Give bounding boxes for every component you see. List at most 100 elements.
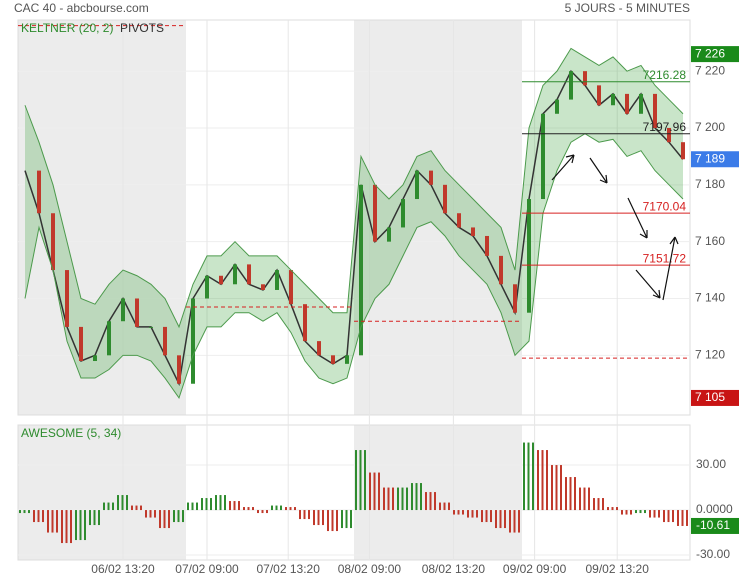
- candle: [233, 264, 237, 285]
- ao-bar: [252, 507, 254, 511]
- price-badge: [691, 151, 739, 168]
- candle: [513, 284, 517, 313]
- ao-bar: [117, 495, 119, 511]
- ao-bar: [597, 498, 600, 511]
- ao-bar: [182, 510, 184, 523]
- candle: [205, 275, 209, 299]
- y-tick-label: 30.00: [696, 457, 726, 471]
- ao-bar: [135, 505, 138, 511]
- candle: [345, 355, 349, 364]
- ao-bar: [28, 510, 30, 514]
- ao-bar: [275, 505, 278, 511]
- ao-bar: [299, 510, 301, 520]
- ao-bar: [555, 465, 558, 511]
- candle: [625, 93, 629, 114]
- ao-bar: [121, 495, 124, 511]
- candle: [597, 85, 601, 106]
- ao-bar: [191, 502, 194, 511]
- ao-bar: [485, 510, 488, 523]
- indicator-title: AWESOME (5, 34): [21, 426, 121, 440]
- frame: [17, 424, 691, 561]
- y-tick-label: 7 140: [695, 291, 725, 305]
- ao-bar: [280, 505, 282, 511]
- level-label: 7197.96: [643, 120, 687, 134]
- arrows: [551, 154, 679, 301]
- level-label: 7170.04: [643, 199, 687, 213]
- ao-bar: [37, 510, 40, 523]
- ao-bar: [621, 510, 623, 515]
- ao-bar: [560, 465, 562, 511]
- value-badge: [691, 517, 739, 534]
- ao-bar: [509, 510, 511, 533]
- ao-bar: [397, 487, 399, 511]
- ao-bar: [289, 507, 292, 511]
- ao-bar: [303, 510, 306, 520]
- ao-bar: [313, 510, 315, 526]
- ao-bar: [593, 498, 595, 511]
- ao-bar: [149, 510, 152, 518]
- ao-bar: [635, 510, 637, 514]
- ao-bar: [112, 502, 114, 511]
- ao-bar: [481, 510, 483, 523]
- candle: [37, 170, 41, 214]
- ao-bar: [355, 450, 357, 511]
- ao-bar: [686, 510, 688, 526]
- candle: [471, 227, 475, 236]
- keltner-band: [25, 48, 683, 398]
- ao-bar: [565, 477, 567, 511]
- ao-bar: [271, 505, 273, 511]
- ao-bar: [677, 510, 679, 526]
- ao-bar: [611, 507, 614, 511]
- ao-bar: [98, 510, 100, 526]
- period: 5 JOURS - 5 MINUTES: [565, 1, 690, 15]
- ao-bar: [33, 510, 35, 523]
- candle: [639, 93, 643, 114]
- ao-bar: [126, 495, 128, 511]
- x-tick-label: 07/02 13:20: [256, 562, 320, 576]
- candle: [303, 304, 307, 342]
- candle: [555, 99, 559, 114]
- ao-bar: [401, 487, 404, 511]
- price-line: [24, 69, 684, 387]
- x-tick-label: 08/02 09:00: [338, 562, 402, 576]
- ao-bar: [224, 495, 226, 511]
- ao-bar: [434, 492, 436, 511]
- ao-bar: [378, 472, 380, 511]
- ao-bar: [527, 442, 530, 511]
- ao-bar: [392, 487, 394, 511]
- ao-bar: [364, 450, 366, 511]
- ao-bar: [196, 502, 198, 511]
- ao-bar: [173, 510, 175, 523]
- candle: [499, 255, 503, 285]
- candle: [485, 235, 489, 256]
- y-tick-label: 7 180: [695, 177, 725, 191]
- ao-bar: [341, 510, 343, 529]
- ao-bar: [285, 507, 287, 511]
- ao-bar: [93, 510, 96, 526]
- candle: [541, 113, 545, 200]
- ao-bar: [205, 498, 208, 511]
- ao-bar: [644, 510, 646, 514]
- ao-bar: [625, 510, 628, 515]
- ao-bar: [583, 487, 586, 511]
- ao-bar: [373, 472, 376, 511]
- level-label: 7151.72: [643, 251, 687, 265]
- candle: [583, 71, 587, 86]
- ao-bar: [261, 510, 264, 514]
- candle: [177, 355, 181, 384]
- price-badge: [691, 46, 739, 63]
- candle: [317, 341, 321, 356]
- ao-bar: [415, 483, 418, 511]
- x-tick-label: 09/02 09:00: [503, 562, 567, 576]
- ao-bar: [579, 487, 581, 511]
- y-tick-label: 7 220: [695, 63, 725, 77]
- ao-bar: [294, 507, 296, 511]
- ao-bar: [219, 495, 222, 511]
- candle: [51, 213, 55, 271]
- ao-bar: [467, 510, 469, 518]
- ao-bar: [369, 472, 371, 511]
- candle: [331, 355, 335, 364]
- ao-bar: [23, 510, 26, 514]
- indicator-title: KELTNER (20, 2): [21, 21, 113, 35]
- ao-bar: [51, 510, 54, 533]
